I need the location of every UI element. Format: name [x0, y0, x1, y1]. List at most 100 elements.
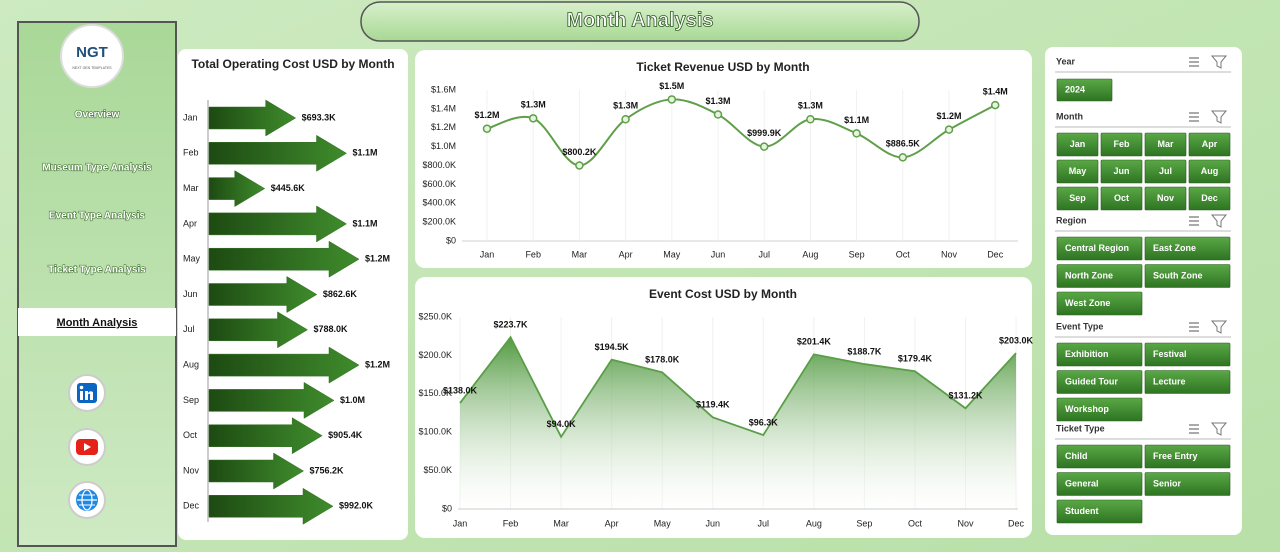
- x-tick-label: Aug: [806, 518, 822, 528]
- value-label: $1.3M: [705, 96, 730, 106]
- filter-icon[interactable]: [1210, 422, 1228, 436]
- slicer-button[interactable]: [1188, 159, 1231, 184]
- point: [759, 142, 769, 151]
- slicer-button[interactable]: [1056, 342, 1143, 367]
- slicer-button[interactable]: [1056, 291, 1143, 316]
- value-label: $1.2M: [936, 111, 961, 121]
- slicer-button[interactable]: [1144, 236, 1231, 261]
- y-tick-label: $1.4M: [431, 103, 456, 113]
- header-bar: [360, 1, 920, 42]
- slicer-item[interactable]: 2024: [1065, 84, 1085, 94]
- y-tick-label: $0: [446, 235, 456, 245]
- linkedin-icon[interactable]: [68, 374, 106, 412]
- slicer-item[interactable]: Student: [1065, 506, 1099, 516]
- slicer-item[interactable]: Sep: [1069, 193, 1086, 203]
- slicer-item[interactable]: Exhibition: [1065, 349, 1109, 359]
- y-tick-label: Jul: [183, 324, 195, 334]
- slicer-button[interactable]: [1144, 370, 1231, 394]
- slicer-button[interactable]: [1056, 186, 1099, 211]
- slicer-button[interactable]: [1144, 159, 1187, 184]
- slicer-item[interactable]: East Zone: [1153, 243, 1196, 253]
- slicer-item[interactable]: Festival: [1153, 349, 1187, 359]
- value-label: $131.2K: [948, 391, 983, 401]
- arrow-bar: [208, 381, 335, 419]
- slicer-button[interactable]: [1144, 444, 1231, 469]
- slicer-button[interactable]: [1056, 444, 1143, 469]
- youtube-icon[interactable]: [68, 428, 106, 466]
- slicer-button[interactable]: [1056, 370, 1143, 394]
- slicer-item[interactable]: Dec: [1201, 193, 1218, 203]
- slicer-item[interactable]: South Zone: [1153, 270, 1203, 280]
- slicer-button[interactable]: [1100, 132, 1143, 157]
- slicer-button[interactable]: [1056, 236, 1143, 261]
- slicer-item[interactable]: General: [1065, 478, 1099, 488]
- website-icon[interactable]: [68, 481, 106, 519]
- slicer-item[interactable]: Lecture: [1153, 376, 1186, 386]
- slicer-button[interactable]: [1144, 132, 1187, 157]
- slicer-button[interactable]: [1188, 132, 1231, 157]
- slicer-item[interactable]: West Zone: [1065, 298, 1110, 308]
- value-label: $188.7K: [847, 346, 882, 356]
- slicer-item[interactable]: Oct: [1114, 193, 1129, 203]
- x-tick-label: Feb: [525, 249, 541, 259]
- slicer-item[interactable]: Free Entry: [1153, 451, 1198, 461]
- nav-item[interactable]: Month Analysis: [57, 317, 138, 329]
- value-label: $1.2M: [474, 110, 499, 120]
- slicer-button[interactable]: [1144, 472, 1231, 496]
- slicer-button[interactable]: [1056, 397, 1143, 422]
- slicer-button[interactable]: [1056, 159, 1099, 184]
- slicer-button[interactable]: [1056, 78, 1113, 102]
- slicer-button[interactable]: [1100, 186, 1143, 211]
- slicer-item[interactable]: Child: [1065, 451, 1088, 461]
- nav-item[interactable]: Museum Type Analysis: [42, 162, 153, 174]
- value-label: $96.3K: [749, 417, 779, 427]
- slicer-item[interactable]: Nov: [1157, 193, 1174, 203]
- slicer-item[interactable]: Mar: [1157, 139, 1174, 149]
- slicer-button[interactable]: [1144, 264, 1231, 288]
- slicer-button[interactable]: [1056, 132, 1099, 157]
- slicer-item[interactable]: May: [1069, 166, 1087, 176]
- slicer-item[interactable]: Jul: [1159, 166, 1172, 176]
- slicer-item[interactable]: North Zone: [1065, 270, 1113, 280]
- slicer-item[interactable]: Apr: [1202, 139, 1218, 149]
- value-label: $1.0M: [340, 395, 365, 405]
- arrow-bar: [208, 417, 323, 455]
- icon-shape: [84, 443, 91, 451]
- x-tick-label: Jul: [758, 249, 770, 259]
- value-label: $1.2M: [365, 359, 390, 369]
- filter-icon[interactable]: [1210, 214, 1228, 228]
- slicer-item[interactable]: Guided Tour: [1065, 376, 1118, 386]
- filter-icon[interactable]: [1210, 110, 1228, 124]
- slicer-item[interactable]: Aug: [1201, 166, 1219, 176]
- slicer-button[interactable]: [1144, 342, 1231, 367]
- active-nav-bg: [18, 308, 176, 336]
- filter-icon[interactable]: [1210, 55, 1228, 69]
- slicer-item[interactable]: Central Region: [1065, 243, 1129, 253]
- slicer-button[interactable]: [1144, 186, 1187, 211]
- slicer-button[interactable]: [1056, 472, 1143, 496]
- slicer-item[interactable]: Feb: [1113, 139, 1130, 149]
- slicer-button[interactable]: [1100, 159, 1143, 184]
- point: [528, 114, 538, 123]
- y-tick-label: $250.0K: [418, 311, 452, 321]
- slicer-item[interactable]: Senior: [1153, 478, 1182, 488]
- filter-icon[interactable]: [1210, 320, 1228, 334]
- nav-item[interactable]: Event Type Analysis: [48, 210, 146, 222]
- arrow-bar: [208, 276, 318, 313]
- point: [852, 129, 861, 138]
- slicer-item[interactable]: Workshop: [1065, 404, 1109, 414]
- slicer-title: Year: [1056, 56, 1076, 66]
- slicer-title: Month: [1056, 111, 1083, 121]
- slicer-item[interactable]: Jan: [1070, 139, 1086, 149]
- slicer-button[interactable]: [1188, 186, 1231, 211]
- slicer-button[interactable]: [1056, 264, 1143, 288]
- y-tick-label: $100.0K: [418, 427, 452, 437]
- x-tick-label: Jan: [480, 249, 495, 259]
- slicer-title: Ticket Type: [1056, 423, 1105, 433]
- slicer-button[interactable]: [1056, 499, 1143, 524]
- nav-item[interactable]: Overview: [74, 109, 120, 121]
- nav-item[interactable]: Ticket Type Analysis: [48, 264, 147, 276]
- slicer-item[interactable]: Jun: [1113, 166, 1129, 176]
- x-tick-label: Sep: [849, 249, 865, 259]
